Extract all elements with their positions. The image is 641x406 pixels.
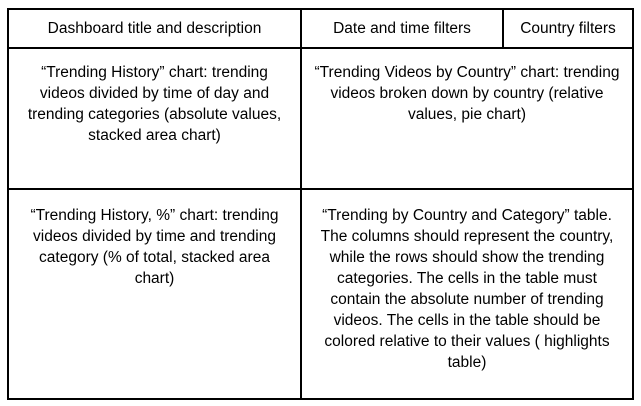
trending-history-description: “Trending History” chart: trending video… <box>27 64 282 144</box>
date-time-filters-label: Date and time filters <box>333 20 471 37</box>
trending-by-country-chart-cell: “Trending Videos by Country” chart: tren… <box>300 47 634 190</box>
dashboard-title-label: Dashboard title and description <box>47 20 262 37</box>
date-time-filters-cell: Date and time filters <box>300 8 504 49</box>
country-filters-label: Country filters <box>520 20 616 37</box>
trending-country-category-description: “Trending by Country and Category” table… <box>320 207 614 371</box>
trending-history-chart-cell: “Trending History” chart: trending video… <box>7 47 302 190</box>
trending-history-pct-chart-cell: “Trending History, %” chart: trending vi… <box>7 188 302 400</box>
trending-country-category-table-cell: “Trending by Country and Category” table… <box>300 188 634 400</box>
dashboard-title-cell: Dashboard title and description <box>7 8 302 49</box>
trending-by-country-description: “Trending Videos by Country” chart: tren… <box>314 64 620 123</box>
country-filters-cell: Country filters <box>502 8 634 49</box>
trending-history-pct-description: “Trending History, %” chart: trending vi… <box>30 207 279 287</box>
